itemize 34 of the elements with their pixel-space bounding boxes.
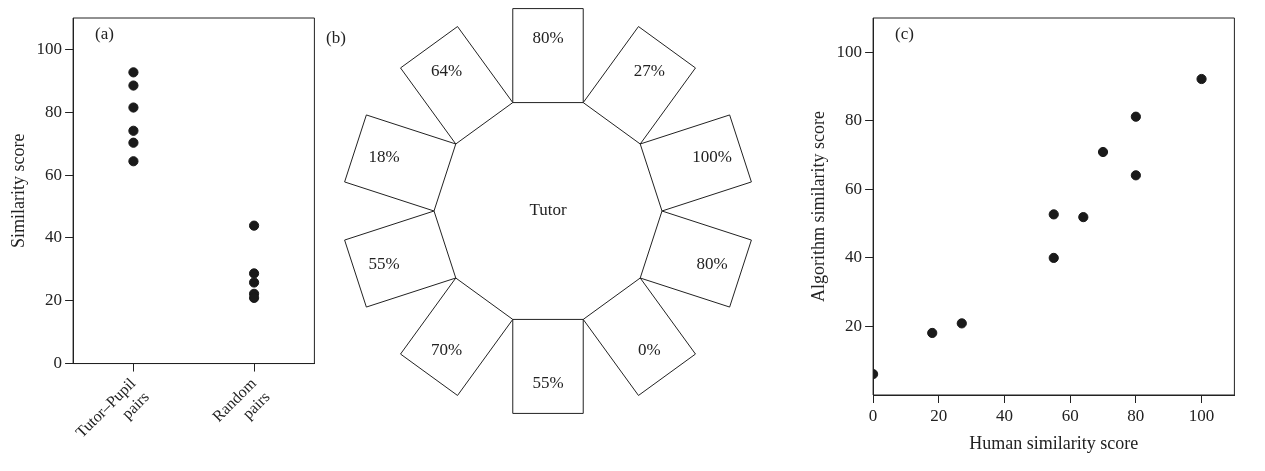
y-tick-label: 40 [45,227,63,247]
x-tick-label: 60 [1061,405,1079,425]
chart-title: (c) [895,23,914,43]
y-tick-label: 20 [45,290,63,310]
y-tick-label: 100 [836,41,863,61]
y-tick-label: 100 [36,38,63,58]
x-tick-label: 100 [1188,405,1215,425]
x-tick-label: 40 [995,405,1013,425]
x-axis-title: Human similarity score [969,432,1139,453]
category-label: 70% [431,339,463,359]
x-tick-label: 0 [868,405,878,425]
y-tick-label: 60 [45,164,63,184]
category-label: 18% [368,147,400,167]
y-tick-label: 40 [845,247,863,267]
text: Tutor [529,200,567,220]
y-tick-label: 60 [845,178,863,198]
y-axis-title: Similarity score [7,133,28,249]
category-label: 64% [431,60,463,80]
category-label: 100% [692,147,732,167]
category-label: 55% [532,372,564,392]
y-tick-label: 20 [845,315,863,335]
category-label: 80% [532,28,564,48]
y-axis-title: Algorithm similarity score [807,111,828,302]
x-tick-label: 80 [1127,405,1145,425]
category-label: 55% [368,253,400,273]
y-tick-label: 80 [45,101,63,121]
x-tick-label: 20 [930,405,948,425]
category-label: 80% [696,253,728,273]
y-tick-label: 80 [845,110,863,130]
category-label: 0% [638,339,661,359]
y-tick-label: 0 [53,353,63,373]
chart-title: (a) [95,23,114,43]
text: (b) [326,27,346,47]
category-label: 27% [633,60,665,80]
